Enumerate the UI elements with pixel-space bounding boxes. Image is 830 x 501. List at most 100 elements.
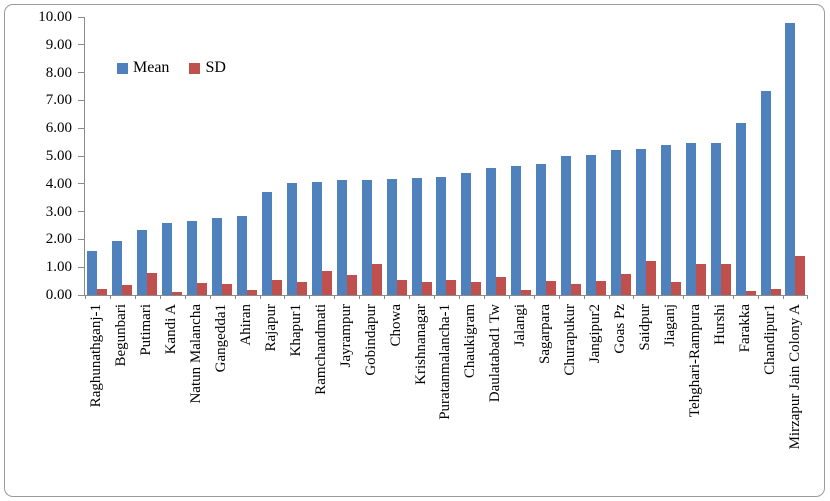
mean-bar-chowa — [386, 178, 397, 295]
legend-label-sd: SD — [205, 59, 226, 76]
x-axis-category-label-text: Chandipur1 — [761, 304, 778, 375]
x-axis-tick — [733, 295, 735, 299]
x-axis-category-label: Putimari — [134, 303, 159, 498]
x-axis-tick — [683, 295, 685, 299]
x-axis-category-label: Gangedda1 — [209, 303, 234, 498]
sd-bar-gobindapur — [371, 263, 382, 295]
y-axis-tick-label: 9.00 — [45, 36, 72, 53]
mean-bar-ramchandmati — [311, 181, 322, 295]
sd-bar-ramchandmati — [321, 270, 332, 295]
x-axis-category-label-text: Churapukur — [562, 304, 579, 376]
x-axis-category-label-text: Krishnanagar — [412, 304, 429, 385]
sd-bar-tehghari-rampura — [695, 264, 706, 295]
y-axis-tick — [78, 16, 84, 18]
mean-bar-natun-malancha — [187, 221, 198, 295]
mean-bar-goas-pz — [610, 150, 621, 295]
mean-bar-farakka — [735, 122, 746, 295]
y-axis-tick-label: 0.00 — [45, 287, 72, 303]
sd-bar-jiaganj — [670, 282, 681, 295]
sd-bar-kandi-a — [172, 291, 183, 295]
x-axis-category-label-text: Chaukigram — [462, 304, 479, 379]
mean-bar-gobindapur — [361, 179, 372, 295]
mean-bar-ahiran — [236, 215, 247, 295]
x-axis-category-label: Gobindapur — [358, 303, 383, 498]
x-axis-tick — [434, 295, 436, 299]
x-axis-tick — [533, 295, 535, 299]
x-axis-category-label: Jiaganj — [657, 303, 682, 498]
x-axis-tick — [109, 295, 111, 299]
x-axis-category-label-text: Begunbari — [113, 304, 130, 367]
x-axis-tick — [483, 295, 485, 299]
x-axis-category-label: Chowa — [383, 303, 408, 498]
x-axis-tick — [259, 295, 261, 299]
x-axis-category-label-text: Jayrampur — [337, 304, 354, 368]
x-axis-tick — [807, 295, 808, 299]
x-axis-tick — [409, 295, 411, 299]
legend-item-mean: Mean — [117, 59, 169, 77]
x-axis-category-label-text: Jiaganj — [661, 304, 678, 347]
sd-bar-daulatabad1-tw — [496, 277, 507, 295]
y-axis-tick — [78, 99, 84, 101]
x-axis-tick — [284, 295, 286, 299]
mean-bar-churapukur — [561, 156, 572, 295]
x-axis-tick — [458, 295, 460, 299]
x-axis-category-label: Churapukur — [558, 303, 583, 498]
mean-series-swatch-icon — [117, 62, 128, 74]
sd-bar-goas-pz — [620, 274, 631, 295]
y-axis-tick-label: 4.00 — [45, 175, 72, 192]
x-axis-tick — [209, 295, 211, 299]
x-axis-category-label-text: Saidpur — [636, 304, 653, 351]
sd-bar-rajapur — [271, 280, 282, 295]
y-axis-tick-label: 2.00 — [45, 231, 72, 248]
legend-label-mean: Mean — [133, 59, 170, 76]
mean-bar-jayrampur — [336, 180, 347, 295]
sd-bar-farakka — [745, 291, 756, 295]
x-axis-category-label: Kandi A — [159, 303, 184, 498]
sd-bar-chowa — [396, 280, 407, 295]
mean-bar-jangipur2 — [586, 154, 597, 295]
legend: Mean SD — [117, 59, 226, 77]
x-axis-category-label-text: Sagarpara — [537, 304, 554, 364]
mean-bar-mirzapur-jain-colony-a — [785, 22, 796, 295]
x-axis-tick — [708, 295, 710, 299]
x-axis-category-label-text: Natun Malancha — [188, 304, 205, 404]
x-axis-tick — [334, 295, 336, 299]
x-axis-category-label-text: Mirzapur Jain Colony A — [786, 304, 803, 450]
x-axis-category-label: Chandipur1 — [757, 303, 782, 498]
x-axis-category-label: Daulatabad1 Tw — [483, 303, 508, 498]
legend-item-sd: SD — [189, 59, 226, 77]
y-axis-tick — [78, 127, 84, 129]
mean-bar-tehghari-rampura — [685, 143, 696, 295]
mean-bar-chandipur1 — [760, 91, 771, 295]
x-axis-category-label: Mirzapur Jain Colony A — [782, 303, 807, 498]
sd-bar-sagarpara — [546, 280, 557, 295]
x-axis-tick — [184, 295, 186, 299]
y-axis-tick — [78, 44, 84, 46]
y-axis-tick — [78, 183, 84, 185]
x-axis-category-label: Rajapur — [259, 303, 284, 498]
sd-bar-ahiran — [246, 290, 257, 295]
x-axis-category-label: Puratanmalancha-1 — [433, 303, 458, 498]
x-axis-tick — [85, 295, 86, 299]
y-axis-tick-label: 7.00 — [45, 92, 72, 109]
mean-bar-begunbari — [112, 241, 123, 295]
mean-bar-kandi-a — [162, 223, 173, 295]
x-axis-tick — [633, 295, 635, 299]
mean-bar-saidpur — [635, 149, 646, 295]
y-axis-tick — [78, 155, 84, 157]
x-axis-tick — [309, 295, 311, 299]
x-axis-tick — [134, 295, 136, 299]
x-axis-category-label-text: Chowa — [387, 304, 404, 347]
mean-bar-daulatabad1-tw — [486, 167, 497, 295]
x-axis-category-label-text: Goas Pz — [612, 304, 628, 354]
mean-bar-rajapur — [261, 192, 272, 295]
x-axis-category-label: Chaukigram — [458, 303, 483, 498]
y-axis-tick — [78, 72, 84, 74]
x-axis-category-label: Raghunathganj-1 — [84, 303, 109, 498]
mean-bar-krishnanagar — [411, 178, 422, 295]
y-axis-tick — [78, 211, 84, 213]
mean-bar-jiaganj — [660, 144, 671, 295]
y-axis-tick-label: 3.00 — [45, 203, 72, 220]
mean-bar-jalangi — [511, 165, 522, 295]
sd-series-swatch-icon — [189, 62, 201, 74]
